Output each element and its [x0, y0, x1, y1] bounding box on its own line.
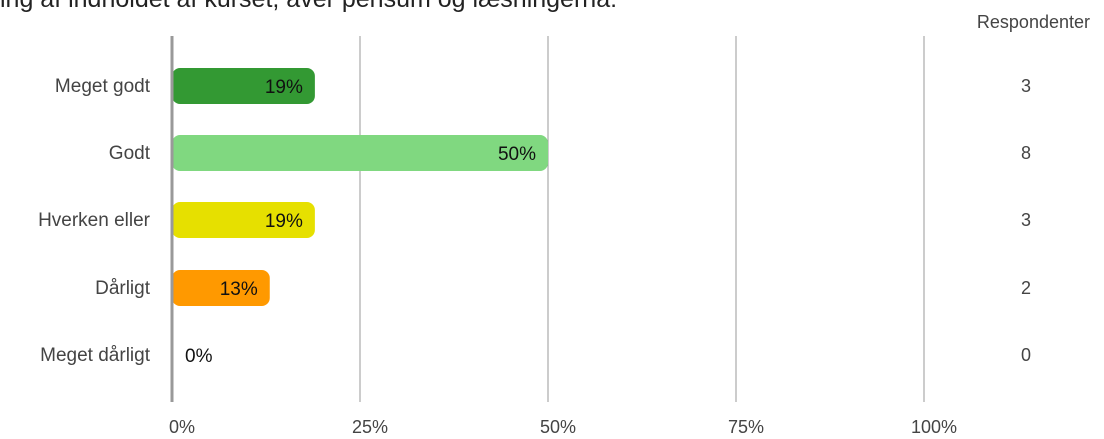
respondents-header: Respondenter: [976, 12, 1090, 32]
respondent-count: 8: [1021, 143, 1031, 163]
bar: [172, 202, 315, 238]
category-label: Dårligt: [95, 278, 151, 299]
x-tick-label: 0%: [169, 417, 195, 437]
category-label: Meget godt: [55, 76, 151, 97]
category-label: Meget dårligt: [40, 345, 151, 366]
value-label: 50%: [498, 144, 536, 165]
category-label: Godt: [109, 143, 151, 164]
value-label: 19%: [265, 211, 303, 232]
x-tick-label: 25%: [352, 417, 388, 437]
value-label: 19%: [265, 77, 303, 98]
x-tick-label: 75%: [728, 417, 764, 437]
respondent-count: 3: [1021, 76, 1031, 96]
respondent-count: 0: [1021, 345, 1031, 365]
x-tick-label: 100%: [911, 417, 957, 437]
respondent-count: 3: [1021, 210, 1031, 230]
value-label: 13%: [220, 279, 258, 300]
bar: [172, 270, 270, 306]
chart-title: ing af indholdet af kurset, aver pensum …: [0, 0, 617, 14]
x-tick-label: 50%: [540, 417, 576, 437]
respondent-count: 2: [1021, 278, 1031, 298]
bar: [172, 68, 315, 104]
bar: [172, 135, 548, 171]
value-label: 0%: [185, 346, 213, 367]
category-label: Hverken eller: [38, 210, 151, 231]
